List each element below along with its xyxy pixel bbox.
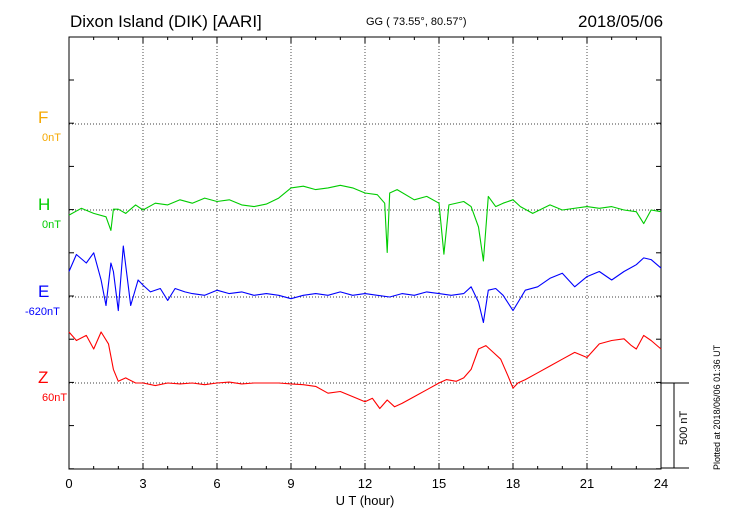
x-tick-label: 15: [432, 476, 446, 491]
series-line-h: [68, 184, 662, 262]
channel-label-z: Z: [38, 368, 49, 387]
x-tick-label: 24: [654, 476, 668, 491]
x-axis-label: U T (hour): [336, 493, 395, 508]
channel-baseline-h: 0nT: [42, 219, 61, 231]
plotted-timestamp: Plotted at 2018/06/06 01:36 UT: [712, 344, 722, 470]
series-line-z: [68, 331, 662, 410]
x-tick-label: 0: [65, 476, 72, 491]
x-tick-label: 12: [358, 476, 372, 491]
station-title: Dixon Island (DIK) [AARI]: [70, 12, 262, 31]
scale-bar-label: 500 nT: [678, 410, 690, 445]
channel-baseline-e: -620nT: [25, 306, 60, 318]
x-tick-label: 3: [139, 476, 146, 491]
date-label: 2018/05/06: [578, 12, 664, 31]
channel-baseline-z: 60nT: [42, 392, 68, 404]
coordinates-label: GG ( 73.55°, 80.57°): [366, 16, 467, 28]
channel-label-f: F: [38, 108, 49, 127]
x-tick-label: 6: [213, 476, 220, 491]
channel-baseline-f: 0nT: [42, 132, 61, 144]
channel-label-e: E: [38, 282, 50, 301]
series-line-e: [68, 245, 662, 324]
x-tick-label: 21: [580, 476, 594, 491]
x-tick-label: 18: [506, 476, 520, 491]
channel-label-h: H: [38, 195, 51, 214]
x-tick-label: 9: [287, 476, 294, 491]
